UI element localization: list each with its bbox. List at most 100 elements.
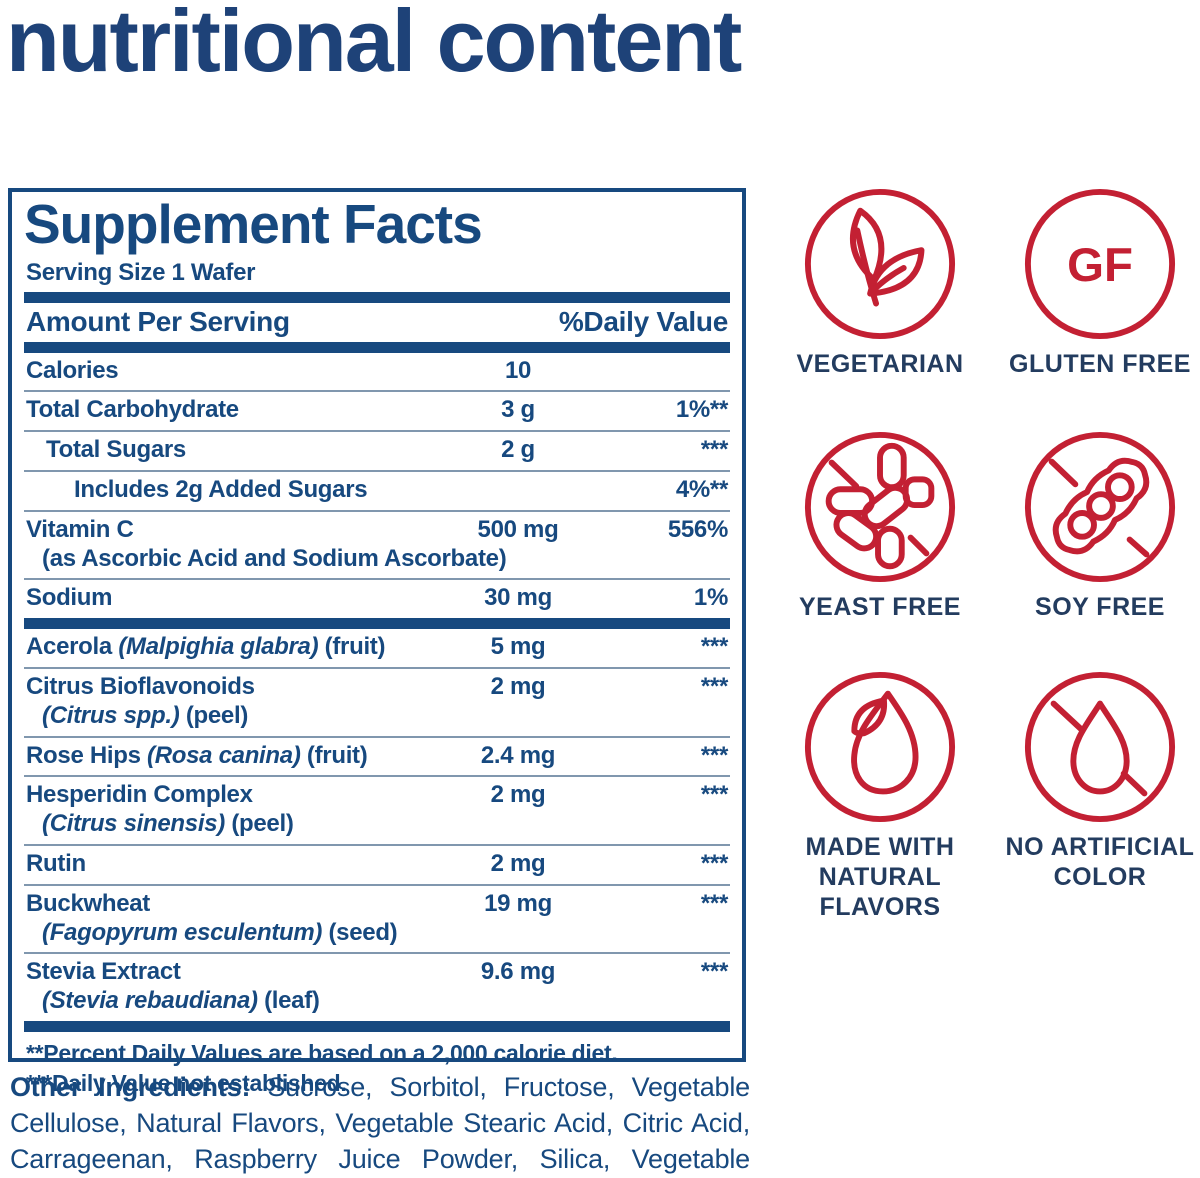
badge-natural-flavors: MADE WITH NATURAL FLAVORS bbox=[780, 668, 980, 922]
table-row: Calories 10 bbox=[24, 353, 730, 391]
row-part: (leaf) bbox=[264, 987, 320, 1015]
row-daily-value: *** bbox=[700, 958, 728, 986]
badge-yeast-free: YEAST FREE bbox=[780, 428, 980, 668]
row-name: Hesperidin Complex bbox=[26, 781, 253, 809]
row-botanical-name: (Citrus spp.) bbox=[42, 701, 180, 729]
row-part: (fruit) bbox=[306, 741, 368, 769]
row-amount: 30 mg bbox=[484, 584, 552, 612]
row-daily-value: 1% bbox=[693, 584, 728, 612]
row-daily-value: *** bbox=[700, 633, 728, 661]
row-separator bbox=[24, 952, 730, 955]
row-separator bbox=[24, 578, 730, 581]
row-botanical-name: (Stevia rebaudiana) bbox=[42, 987, 258, 1015]
section-bar bbox=[24, 341, 730, 353]
row-name: Rose Hips bbox=[26, 741, 141, 769]
natural-flavors-icon bbox=[804, 671, 956, 823]
row-part: (peel) bbox=[185, 701, 249, 729]
row-botanical-name: (Malpighia glabra) bbox=[118, 633, 319, 661]
row-part: (fruit) bbox=[324, 633, 386, 661]
row-amount: 5 mg bbox=[490, 633, 546, 661]
other-ingredients: Other Ingredients: Sucrose, Sorbitol, Fr… bbox=[10, 1070, 750, 1178]
gluten-free-icon: GF bbox=[1024, 188, 1176, 340]
attribute-badges: VEGETARIAN GF GLUTEN FREE YEAST FREE bbox=[780, 185, 1200, 922]
row-name: Citrus Bioflavonoids bbox=[26, 672, 255, 700]
row-daily-value: *** bbox=[700, 672, 728, 700]
row-daily-value: *** bbox=[700, 849, 728, 877]
vegetarian-leaves-icon bbox=[804, 188, 956, 340]
section-bar bbox=[24, 1020, 730, 1032]
badge-label: GLUTEN FREE bbox=[1009, 350, 1191, 378]
badge-label: SOY FREE bbox=[1035, 593, 1165, 621]
row-amount: 3 g bbox=[501, 396, 535, 424]
row-part: (seed) bbox=[328, 918, 398, 946]
footnote-daily-values: **Percent Daily Values are based on a 2,… bbox=[26, 1039, 618, 1066]
row-amount: 9.6 mg bbox=[480, 958, 556, 986]
row-name: Calories bbox=[26, 356, 119, 384]
row-name: Stevia Extract bbox=[26, 958, 181, 986]
table-row: Hesperidin Complex 2 mg *** (Citrus sine… bbox=[24, 777, 730, 844]
row-separator bbox=[24, 469, 730, 472]
row-daily-value: *** bbox=[700, 889, 728, 917]
table-row: Stevia Extract 9.6 mg *** (Stevia rebaud… bbox=[24, 954, 730, 1021]
row-amount: 2 mg bbox=[490, 849, 546, 877]
daily-value-column-header: %Daily Value bbox=[558, 305, 728, 337]
row-daily-value: *** bbox=[700, 436, 728, 464]
table-row: Vitamin C 500 mg 556% (as Ascorbic Acid … bbox=[24, 512, 730, 579]
row-separator bbox=[24, 666, 730, 669]
serving-size: Serving Size 1 Wafer bbox=[26, 258, 256, 286]
badge-label: NO ARTIFICIAL COLOR bbox=[1005, 833, 1195, 891]
row-botanical-name: (Rosa canina) bbox=[147, 741, 301, 769]
row-amount: 19 mg bbox=[484, 889, 552, 917]
section-bar bbox=[24, 618, 730, 630]
row-amount: 10 bbox=[504, 356, 532, 384]
row-separator bbox=[24, 509, 730, 512]
row-name: Total Carbohydrate bbox=[26, 396, 239, 424]
row-name: Vitamin C bbox=[26, 515, 134, 543]
row-name: Includes 2g Added Sugars bbox=[74, 475, 368, 503]
table-row: Rutin 2 mg *** bbox=[24, 846, 730, 884]
supplement-facts-panel: Supplement Facts Serving Size 1 Wafer Am… bbox=[8, 188, 746, 1096]
other-ingredients-text: Sucrose, Sorbitol, Fructose, Vegetable C… bbox=[10, 1072, 750, 1174]
row-name: Sodium bbox=[26, 584, 113, 612]
table-row: Buckwheat 19 mg *** (Fagopyrum esculentu… bbox=[24, 886, 730, 953]
yeast-free-icon bbox=[804, 431, 956, 583]
row-source-note: (as Ascorbic Acid and Sodium Ascorbate) bbox=[42, 544, 507, 572]
badge-label: YEAST FREE bbox=[799, 593, 961, 621]
badge-soy-free: SOY FREE bbox=[1000, 428, 1200, 668]
row-botanical-name: (Citrus sinensis) bbox=[42, 810, 225, 838]
row-botanical-name: (Fagopyrum esculentum) bbox=[42, 918, 323, 946]
row-daily-value: *** bbox=[700, 781, 728, 809]
amount-column-header: Amount Per Serving bbox=[26, 305, 290, 337]
row-amount: 2.4 mg bbox=[480, 741, 556, 769]
badge-gluten-free: GF GLUTEN FREE bbox=[1000, 185, 1200, 428]
row-name: Rutin bbox=[26, 849, 86, 877]
row-separator bbox=[24, 735, 730, 738]
row-amount: 500 mg bbox=[477, 515, 559, 543]
row-name: Acerola bbox=[26, 633, 112, 661]
row-separator bbox=[24, 430, 730, 433]
table-row: Citrus Bioflavonoids 2 mg *** (Citrus sp… bbox=[24, 669, 730, 736]
row-separator bbox=[24, 775, 730, 778]
table-row: Includes 2g Added Sugars 4%** bbox=[24, 472, 730, 510]
table-row: Total Sugars 2 g *** bbox=[24, 432, 730, 470]
page-title: nutritional content bbox=[6, 0, 742, 90]
row-name: Total Sugars bbox=[46, 436, 186, 464]
badge-no-artificial-color: NO ARTIFICIAL COLOR bbox=[1000, 668, 1200, 922]
row-daily-value: *** bbox=[700, 741, 728, 769]
row-part: (peel) bbox=[231, 810, 294, 838]
table-row: Acerola (Malpighia glabra) (fruit) 5 mg … bbox=[24, 629, 730, 667]
section-bar bbox=[24, 291, 730, 303]
row-separator bbox=[24, 390, 730, 393]
panel-title: Supplement Facts bbox=[24, 193, 483, 255]
other-ingredients-label: Other Ingredients: bbox=[10, 1072, 251, 1102]
row-amount: 2 mg bbox=[490, 672, 546, 700]
badge-vegetarian: VEGETARIAN bbox=[780, 185, 980, 428]
row-daily-value: 556% bbox=[667, 515, 728, 543]
soy-free-icon bbox=[1024, 431, 1176, 583]
no-artificial-color-icon bbox=[1024, 671, 1176, 823]
row-amount: 2 g bbox=[501, 436, 535, 464]
badge-label: VEGETARIAN bbox=[796, 350, 964, 378]
row-name: Buckwheat bbox=[26, 889, 151, 917]
footnote-not-established: ***Daily Value not established. bbox=[26, 1070, 347, 1097]
row-daily-value: 1%** bbox=[675, 396, 728, 424]
